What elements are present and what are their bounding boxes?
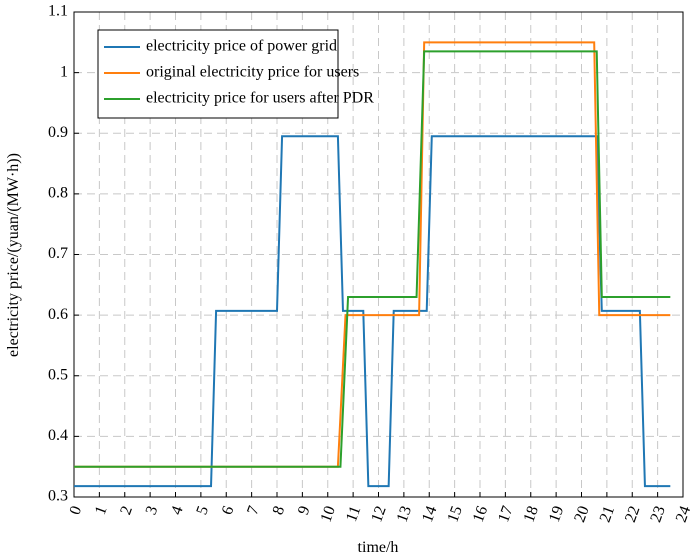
y-tick-label: 0.4 bbox=[48, 427, 68, 444]
line-series bbox=[74, 135, 671, 488]
legend-label: original electricity price for users bbox=[146, 64, 359, 81]
x-tick-label: 16 bbox=[470, 504, 491, 525]
legend-label: electricity price of power grid bbox=[146, 38, 337, 55]
x-tick-label: 18 bbox=[521, 504, 542, 525]
x-tick-label: 10 bbox=[318, 504, 339, 525]
y-tick-label: 0.9 bbox=[48, 124, 68, 141]
x-tick-label: 17 bbox=[495, 504, 516, 525]
x-axis-label: time/h bbox=[358, 539, 399, 556]
y-axis-label: electricity price/(yuan/(MW·h)) bbox=[5, 153, 22, 357]
line-series bbox=[74, 41, 671, 468]
x-tick-label: 19 bbox=[546, 504, 567, 525]
line-series bbox=[74, 50, 671, 468]
y-tick-label: 0.6 bbox=[48, 306, 68, 323]
x-tick-label: 22 bbox=[622, 504, 643, 525]
x-tick-label: 15 bbox=[444, 504, 465, 525]
x-tick-label: 11 bbox=[343, 504, 364, 524]
y-tick-label: 0.7 bbox=[48, 245, 68, 262]
x-tick-label: 23 bbox=[647, 504, 668, 525]
x-tick-label: 21 bbox=[597, 504, 618, 525]
x-tick-label: 12 bbox=[368, 504, 389, 525]
x-tick-label: 13 bbox=[394, 504, 415, 525]
plot-frame bbox=[73, 11, 684, 498]
y-tick-label: 1.1 bbox=[48, 3, 68, 20]
x-tick-label: 14 bbox=[419, 504, 440, 525]
y-tick-label: 0.8 bbox=[48, 185, 68, 202]
y-tick-label: 0.5 bbox=[48, 366, 68, 383]
legend-label: electricity price for users after PDR bbox=[146, 90, 374, 107]
y-tick-label: 1 bbox=[60, 63, 68, 80]
x-tick-label: 20 bbox=[571, 504, 592, 525]
y-tick-label: 0.3 bbox=[48, 488, 68, 505]
x-tick-label: 24 bbox=[673, 504, 694, 525]
